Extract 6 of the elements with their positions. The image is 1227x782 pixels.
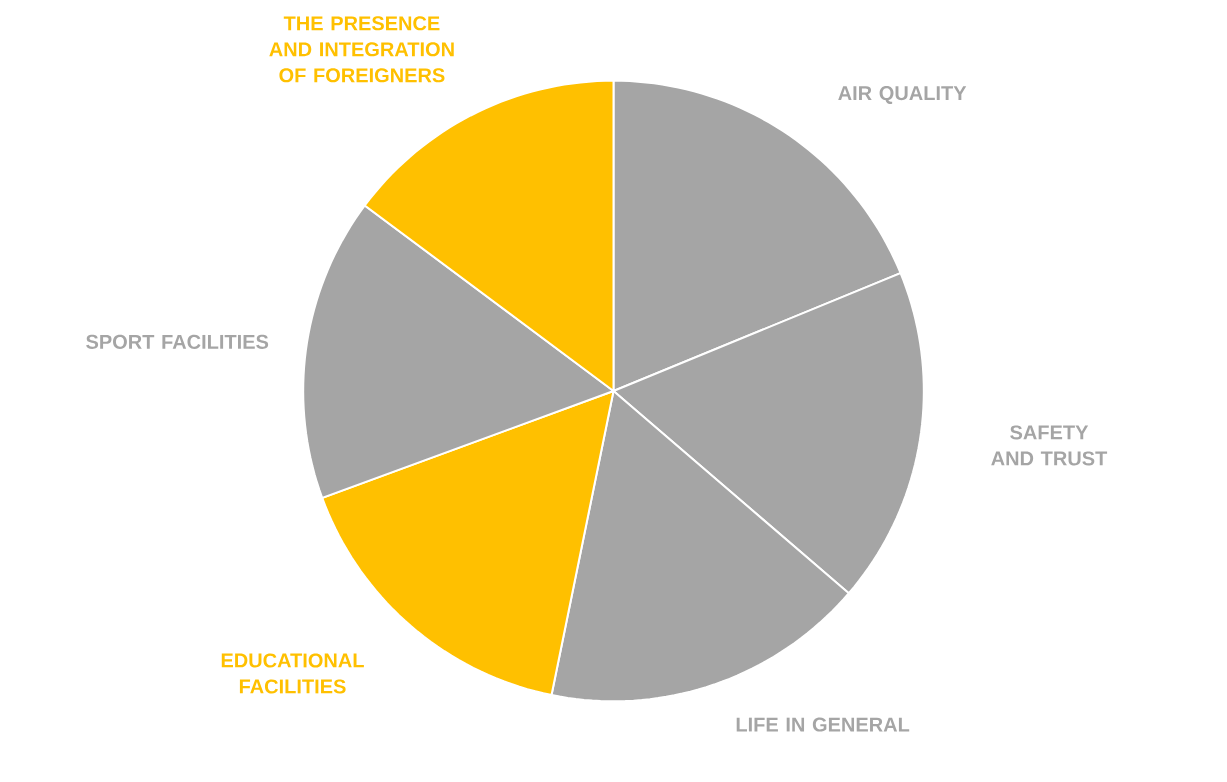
slice-label: EDUCATIONAL FACILITIES (221, 653, 364, 694)
slice-label: SAFETY AND TRUST (991, 425, 1108, 466)
slice-label: LIFE IN GENERAL (736, 717, 910, 732)
slice-label: THE PRESENCE AND INTEGRATION OF FOREIGNERS (269, 16, 454, 83)
slice-label: SPORT FACILITIES (86, 334, 269, 349)
slice-label: AIR QUALITY (838, 86, 967, 104)
